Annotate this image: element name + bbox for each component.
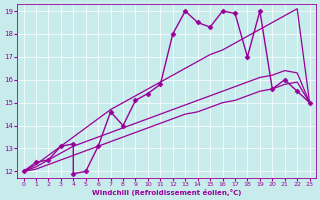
X-axis label: Windchill (Refroidissement éolien,°C): Windchill (Refroidissement éolien,°C) xyxy=(92,189,241,196)
